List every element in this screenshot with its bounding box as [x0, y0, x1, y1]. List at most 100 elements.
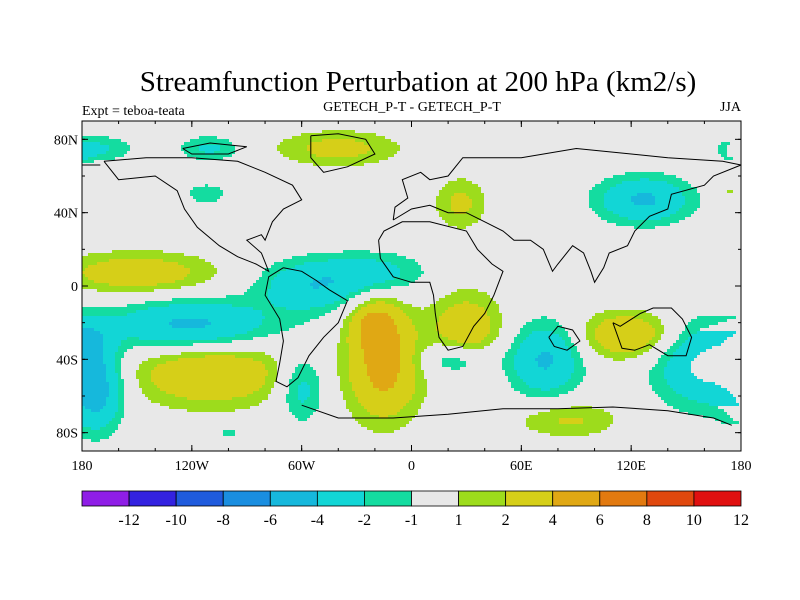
field-cell	[613, 358, 625, 361]
field-cell	[82, 262, 97, 265]
field-cell	[349, 355, 364, 358]
field-cell	[592, 316, 616, 319]
field-cell	[286, 268, 400, 271]
field-cell	[469, 208, 484, 211]
field-cell	[394, 277, 418, 280]
field-cell	[268, 370, 277, 373]
field-cell	[640, 178, 649, 181]
field-cell	[412, 319, 439, 322]
field-cell	[415, 328, 436, 331]
field-cell	[337, 361, 349, 364]
field-cell	[262, 271, 280, 274]
field-cell	[349, 409, 367, 412]
field-cell	[631, 196, 655, 199]
field-cell	[658, 361, 667, 364]
field-cell	[223, 430, 235, 433]
field-cell	[409, 316, 439, 319]
field-cell	[340, 328, 349, 331]
field-cell	[343, 250, 370, 253]
field-cell	[550, 433, 589, 436]
field-cell	[400, 271, 424, 274]
colorbar-swatch	[364, 490, 412, 507]
field-cell	[118, 403, 124, 406]
field-cell	[190, 139, 229, 142]
field-cell	[82, 430, 115, 433]
field-cell	[367, 304, 394, 307]
colorbar-swatch	[316, 490, 365, 507]
field-cell	[574, 367, 586, 370]
field-cell	[109, 382, 118, 385]
field-cell	[400, 364, 415, 367]
x-tick-label: 60W	[288, 459, 316, 474]
field-cell	[667, 379, 703, 382]
field-cell	[490, 328, 499, 331]
field-cell	[442, 334, 487, 337]
field-cell	[82, 256, 199, 259]
field-cell	[85, 268, 190, 271]
field-cell	[511, 385, 529, 388]
field-cell	[268, 295, 346, 298]
field-cell	[103, 346, 118, 349]
field-cell	[295, 265, 397, 268]
field-cell	[679, 208, 697, 211]
field-cell	[148, 307, 253, 310]
field-cell	[568, 379, 583, 382]
field-cell	[454, 193, 466, 196]
field-cell	[118, 409, 124, 412]
field-cell	[154, 382, 265, 385]
field-cell	[625, 172, 664, 175]
field-cell	[307, 253, 397, 256]
coastline	[301, 404, 732, 426]
field-cell	[571, 406, 592, 409]
field-cell	[661, 355, 673, 358]
field-cell	[82, 421, 109, 424]
field-cell	[514, 364, 538, 367]
field-cell	[538, 355, 553, 358]
field-cell	[103, 340, 121, 343]
field-cell	[634, 202, 655, 205]
field-cell	[346, 295, 355, 298]
field-cell	[232, 304, 274, 307]
field-cell	[298, 388, 310, 391]
field-cell	[400, 346, 415, 349]
field-cell	[286, 394, 298, 397]
field-cell	[334, 301, 346, 304]
field-cell	[397, 373, 415, 376]
field-cell	[358, 421, 409, 424]
field-cell	[97, 262, 178, 265]
field-cell	[196, 157, 223, 160]
field-cell	[82, 400, 106, 403]
field-cell	[643, 319, 661, 322]
field-cell	[385, 301, 403, 304]
field-cell	[349, 346, 361, 349]
field-cell	[517, 334, 529, 337]
field-cell	[649, 322, 661, 325]
field-cell	[484, 337, 496, 340]
field-cell	[586, 337, 595, 340]
colorbar-label: -6	[264, 512, 277, 529]
field-cell	[418, 334, 442, 337]
field-cell	[307, 397, 319, 400]
field-cell	[253, 358, 274, 361]
field-cell	[298, 418, 307, 421]
field-cell	[604, 319, 643, 322]
field-cell	[283, 154, 316, 157]
field-cell	[400, 343, 415, 346]
field-cell	[349, 334, 361, 337]
field-cell	[199, 148, 220, 151]
colorbar-label: 4	[549, 512, 557, 529]
field-cell	[415, 379, 427, 382]
field-cell	[82, 391, 109, 394]
field-cell	[337, 352, 349, 355]
field-cell	[367, 370, 400, 373]
field-cell	[682, 343, 721, 346]
field-cell	[196, 199, 217, 202]
field-cell	[328, 283, 373, 286]
field-cell	[400, 274, 421, 277]
field-cell	[205, 325, 259, 328]
field-cell	[604, 310, 646, 313]
field-cell	[586, 328, 595, 331]
field-cell	[451, 199, 472, 202]
field-cell	[82, 277, 88, 280]
field-cell	[415, 340, 457, 343]
